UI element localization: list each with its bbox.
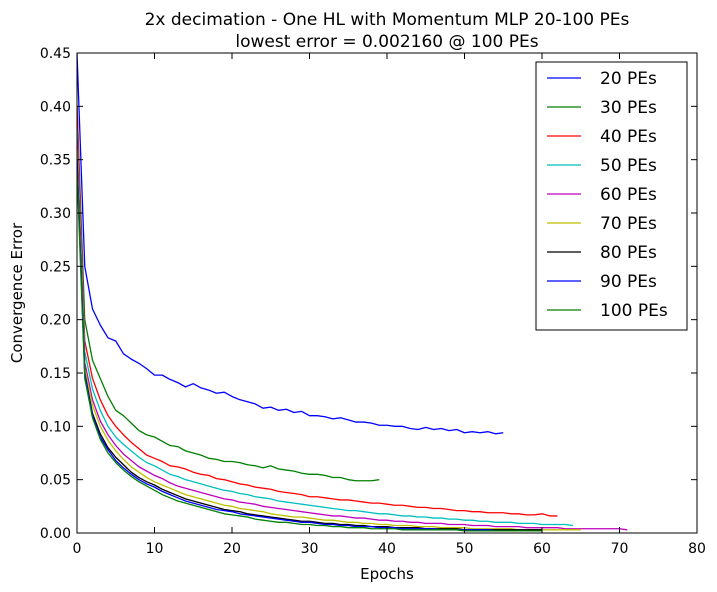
legend-label: 80 PEs: [600, 243, 657, 263]
x-tick-label: 40: [378, 541, 396, 557]
y-tick-label: 0.35: [40, 153, 71, 169]
x-tick-label: 0: [73, 541, 82, 557]
x-tick-label: 20: [223, 541, 241, 557]
legend-label: 90 PEs: [600, 272, 657, 292]
x-tick-label: 60: [533, 541, 551, 557]
legend-label: 60 PEs: [600, 185, 657, 205]
y-tick-label: 0.15: [40, 366, 71, 382]
x-tick-label: 10: [146, 541, 164, 557]
series-layer: [77, 53, 628, 532]
y-tick-label: 0.00: [40, 526, 71, 542]
y-tick-label: 0.20: [40, 313, 71, 329]
series-line-60-pes: [77, 138, 628, 531]
y-tick-label: 0.45: [40, 46, 71, 62]
series-line-40-pes: [77, 106, 558, 517]
y-tick-label: 0.40: [40, 99, 71, 115]
legend-label: 70 PEs: [600, 214, 657, 234]
chart-subtitle: lowest error = 0.002160 @ 100 PEs: [235, 32, 538, 52]
series-line-50-pes: [77, 127, 574, 527]
y-tick-label: 0.30: [40, 206, 71, 222]
tick-layer: 0 10 20 30 40 50 60 70 80 0.00 0.05 0.10 0.15 0.20 0.2…: [40, 46, 706, 557]
series-line-20-pes: [77, 53, 504, 435]
legend-label: 40 PEs: [600, 127, 657, 147]
y-tick-label: 0.05: [40, 473, 71, 489]
x-tick-label: 70: [611, 541, 629, 557]
x-axis-label: Epochs: [360, 565, 414, 583]
series-line-30-pes: [77, 106, 380, 482]
x-tick-label: 80: [688, 541, 706, 557]
x-tick-label: 50: [456, 541, 474, 557]
y-tick-label: 0.10: [40, 419, 71, 435]
series-line-70-pes: [77, 148, 581, 531]
y-axis-label: Convergence Error: [8, 222, 26, 363]
chart-title: 2x decimation - One HL with Momentum MLP…: [145, 10, 630, 30]
legend-label: 20 PEs: [600, 69, 657, 89]
legend: 20 PEs 30 PEs 40 PEs 50 PEs 60 PEs 70 PEs 80 P…: [535, 61, 688, 331]
legend-label: 30 PEs: [600, 98, 657, 118]
legend-label: 100 PEs: [600, 301, 668, 321]
series-line-90-pes: [77, 159, 504, 532]
x-tick-label: 30: [301, 541, 319, 557]
y-tick-label: 0.25: [40, 259, 71, 275]
legend-label: 50 PEs: [600, 156, 657, 176]
